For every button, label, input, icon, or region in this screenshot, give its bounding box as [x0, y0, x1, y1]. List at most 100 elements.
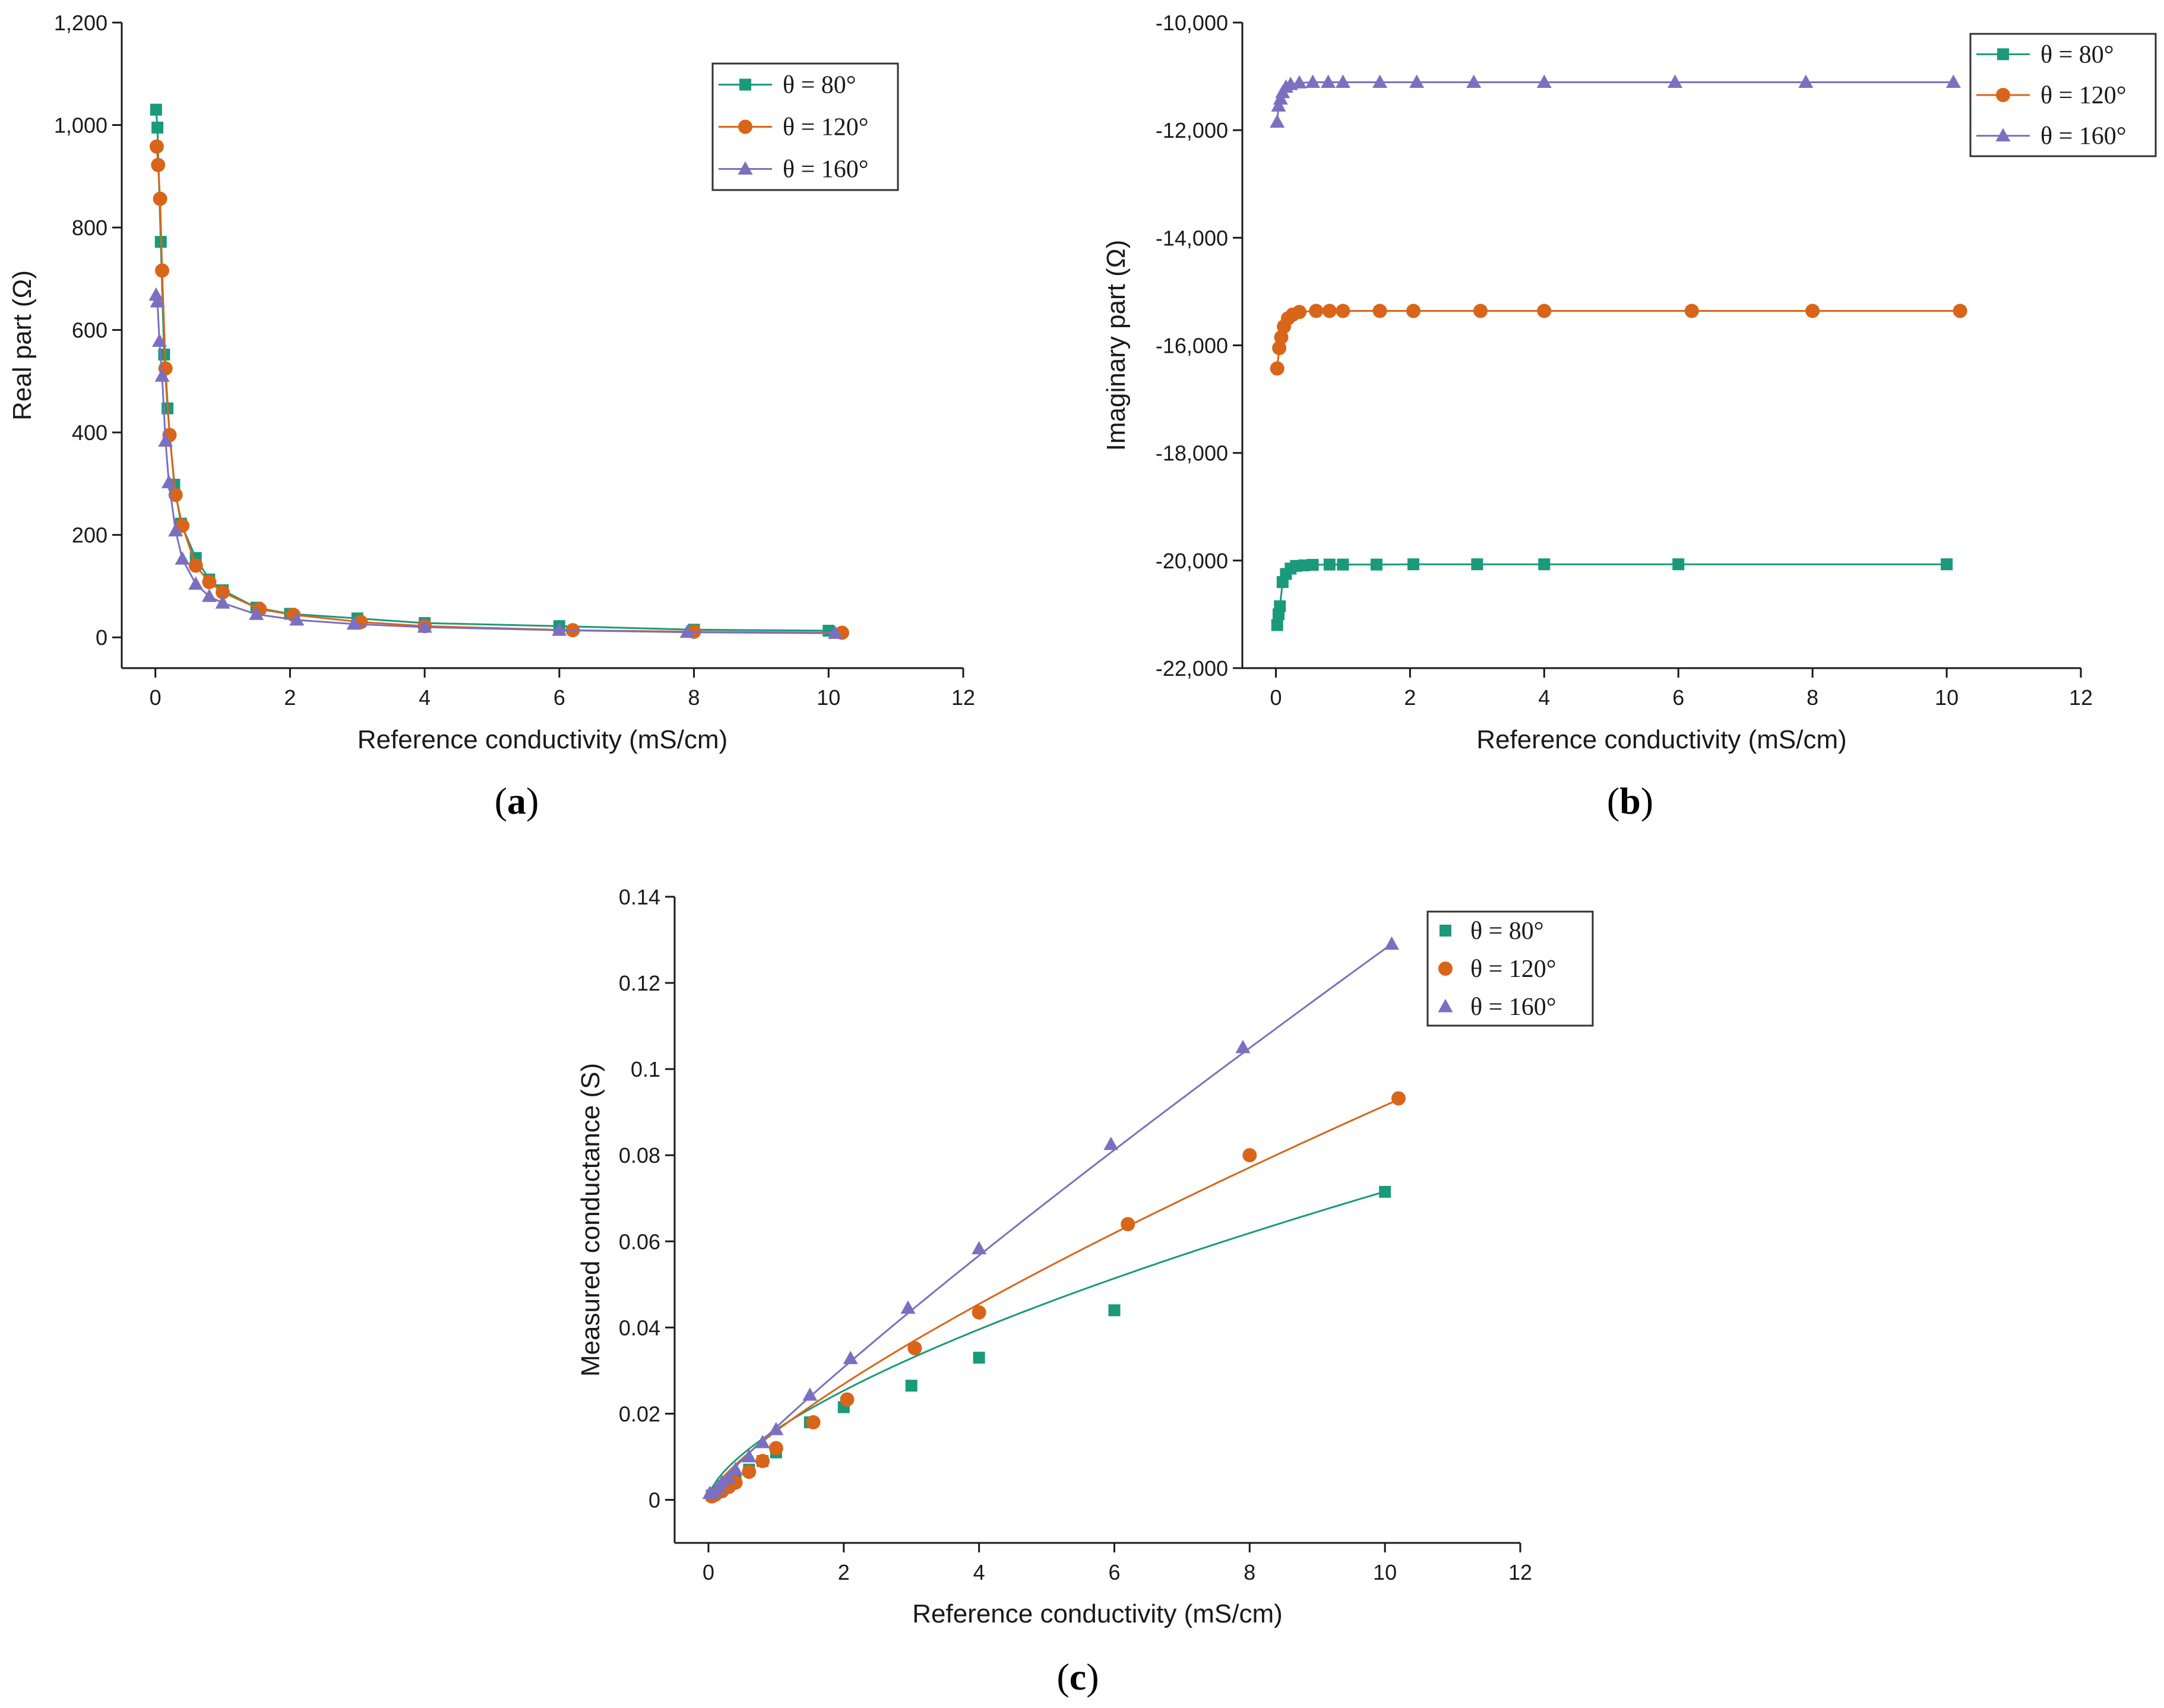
x-tick-label: 6: [1672, 685, 1684, 710]
x-tick-label: 2: [1404, 685, 1416, 710]
y-tick-label: 0.02: [619, 1402, 660, 1426]
series-3: [148, 287, 843, 639]
data-point: [216, 585, 230, 600]
series-line: [1276, 563, 1947, 625]
panel-label-letter: c: [1070, 1656, 1086, 1698]
legend-marker: [1439, 925, 1451, 937]
data-point: [714, 1475, 730, 1488]
x-tick-label: 12: [951, 685, 975, 710]
data-point: [1121, 1217, 1135, 1232]
legend-label: θ = 160°: [783, 156, 869, 184]
data-point: [840, 1392, 855, 1407]
data-point: [188, 558, 203, 573]
fit-curve: [711, 1099, 1399, 1492]
panel-label: (c): [1056, 1656, 1099, 1698]
series-line: [156, 146, 843, 634]
x-tick-label: 8: [688, 685, 700, 710]
data-point: [150, 103, 162, 116]
x-tick-label: 8: [1244, 1560, 1255, 1584]
data-point: [755, 1434, 770, 1448]
series-2: [149, 139, 849, 640]
x-tick-label: 10: [817, 685, 840, 710]
y-tick-label: 0.06: [619, 1229, 660, 1254]
panel-label-close: ): [526, 780, 539, 822]
panel-label: (b): [1607, 780, 1653, 822]
series-2: [704, 1091, 1406, 1504]
x-tick-label: 10: [1935, 685, 1959, 710]
series-1: [705, 1185, 1391, 1502]
legend-label: θ = 80°: [2040, 41, 2114, 68]
x-tick-label: 4: [419, 685, 431, 710]
data-point: [150, 294, 165, 308]
data-point: [168, 488, 183, 502]
y-tick-label: 0.08: [619, 1143, 660, 1168]
data-point: [1309, 303, 1324, 318]
legend-item: θ = 120°: [1438, 956, 1556, 983]
legend-item: θ = 160°: [1976, 123, 2127, 150]
legend-item: θ = 120°: [719, 114, 869, 141]
legend-box: [1426, 910, 1594, 1027]
y-tick-label: -10,000: [1156, 11, 1228, 35]
data-point: [973, 1352, 985, 1364]
legend-item: θ = 80°: [1976, 41, 2114, 68]
y-tick-label: -14,000: [1156, 226, 1228, 250]
y-tick-label: 1,000: [54, 113, 107, 138]
data-point: [1235, 1039, 1251, 1054]
y-tick-label: 0.1: [631, 1057, 660, 1081]
data-point: [905, 1380, 918, 1392]
data-point: [1336, 303, 1350, 318]
legend-label: θ = 160°: [1470, 994, 1556, 1021]
legend-label: θ = 120°: [2040, 82, 2127, 109]
x-tick-label: 12: [2069, 685, 2093, 710]
data-point: [1473, 303, 1488, 318]
legend-label: θ = 160°: [2040, 123, 2127, 150]
y-axis-title: Imaginary part (Ω): [1102, 240, 1131, 451]
data-point: [1321, 74, 1336, 88]
data-point: [1270, 114, 1285, 128]
data-point: [1941, 558, 1953, 571]
panel-label-letter: a: [507, 780, 526, 822]
data-point: [1372, 74, 1388, 88]
data-point: [900, 1300, 916, 1314]
x-tick-label: 0: [150, 685, 162, 710]
data-point: [151, 333, 167, 347]
data-point: [151, 121, 164, 134]
data-point: [202, 575, 217, 590]
data-point: [1323, 558, 1336, 571]
y-tick-label: 0.12: [619, 971, 660, 995]
data-point: [1384, 936, 1400, 950]
data-point: [806, 1415, 821, 1429]
data-point: [289, 612, 305, 626]
data-point: [1668, 74, 1683, 88]
panel-label: (a): [495, 780, 539, 822]
data-point: [1271, 98, 1286, 112]
legend-marker: [1438, 998, 1453, 1013]
series-3: [1270, 74, 1961, 128]
x-tick-label: 10: [1373, 1560, 1397, 1584]
data-point: [1406, 303, 1421, 318]
fit-curve: [709, 943, 1393, 1497]
data-point: [721, 1470, 736, 1484]
data-point: [1409, 74, 1425, 88]
data-point: [1306, 559, 1319, 571]
legend-item: θ = 160°: [1438, 994, 1556, 1021]
data-point: [1672, 558, 1685, 571]
chart-panel-b: -22,000 -20,000 -18,000 -16,000 -14,000 -12,0…: [1102, 11, 2157, 822]
data-point: [802, 1387, 818, 1401]
chart-panel-c: 0 0.02 0.04 0.06 0.08 0.1 0.12 0.14 0 2 4 6 8 10 12 Ref…: [576, 885, 1594, 1698]
panel-label-open: (: [1607, 780, 1619, 822]
data-point: [1536, 74, 1552, 88]
data-point: [215, 595, 230, 609]
y-axis-title: Real part (Ω): [8, 270, 37, 420]
data-point: [151, 157, 166, 172]
series-1: [1271, 558, 1953, 631]
y-axis-title: Measured conductance (S): [576, 1063, 605, 1377]
data-point: [755, 1454, 770, 1469]
data-point: [1945, 74, 1961, 88]
x-axis-title: Reference conductivity (mS/cm): [1476, 725, 1847, 754]
panel-label-letter: b: [1619, 780, 1641, 822]
data-point: [1370, 558, 1382, 571]
data-point: [728, 1462, 744, 1476]
data-point: [1270, 361, 1285, 376]
panel-label-close: ): [1086, 1656, 1099, 1698]
